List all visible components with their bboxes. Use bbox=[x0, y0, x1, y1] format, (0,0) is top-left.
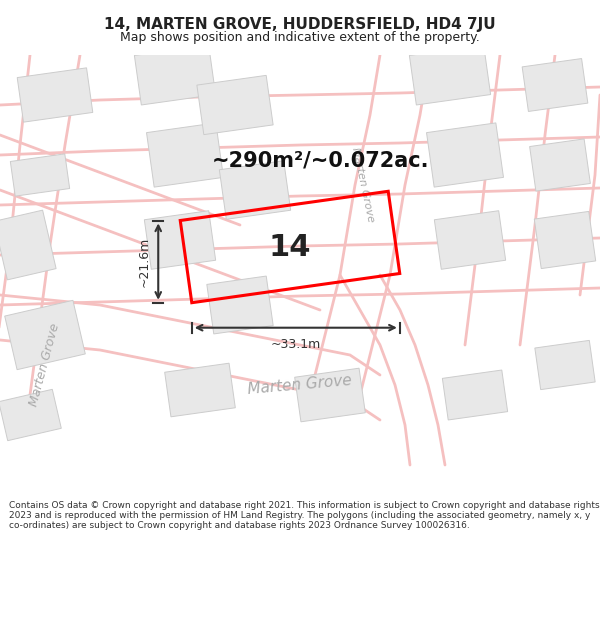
Text: 14: 14 bbox=[269, 232, 311, 261]
Text: Contains OS data © Crown copyright and database right 2021. This information is : Contains OS data © Crown copyright and d… bbox=[9, 501, 599, 531]
Polygon shape bbox=[0, 210, 56, 280]
Polygon shape bbox=[530, 139, 590, 191]
Text: ~33.1m: ~33.1m bbox=[271, 338, 321, 351]
Polygon shape bbox=[522, 59, 588, 111]
Polygon shape bbox=[409, 45, 491, 105]
Text: ~290m²/~0.072ac.: ~290m²/~0.072ac. bbox=[211, 150, 429, 170]
Polygon shape bbox=[17, 68, 93, 122]
Polygon shape bbox=[5, 301, 85, 369]
Polygon shape bbox=[295, 368, 365, 422]
Text: ~21.6m: ~21.6m bbox=[137, 236, 150, 287]
Polygon shape bbox=[164, 363, 235, 417]
Text: Marten Grove: Marten Grove bbox=[350, 147, 376, 223]
Polygon shape bbox=[220, 161, 290, 219]
Text: 14, MARTEN GROVE, HUDDERSFIELD, HD4 7JU: 14, MARTEN GROVE, HUDDERSFIELD, HD4 7JU bbox=[104, 18, 496, 32]
Polygon shape bbox=[197, 76, 273, 134]
Polygon shape bbox=[145, 211, 215, 269]
Polygon shape bbox=[427, 123, 503, 187]
Text: Marten Grove: Marten Grove bbox=[247, 373, 353, 397]
Text: Marten Grove: Marten Grove bbox=[28, 322, 62, 408]
Polygon shape bbox=[434, 211, 506, 269]
Polygon shape bbox=[442, 370, 508, 420]
Polygon shape bbox=[535, 341, 595, 389]
Polygon shape bbox=[534, 211, 596, 269]
Polygon shape bbox=[207, 276, 273, 334]
Polygon shape bbox=[134, 45, 215, 105]
Text: Map shows position and indicative extent of the property.: Map shows position and indicative extent… bbox=[120, 31, 480, 44]
Polygon shape bbox=[0, 389, 61, 441]
Polygon shape bbox=[146, 123, 223, 187]
Polygon shape bbox=[10, 154, 70, 196]
